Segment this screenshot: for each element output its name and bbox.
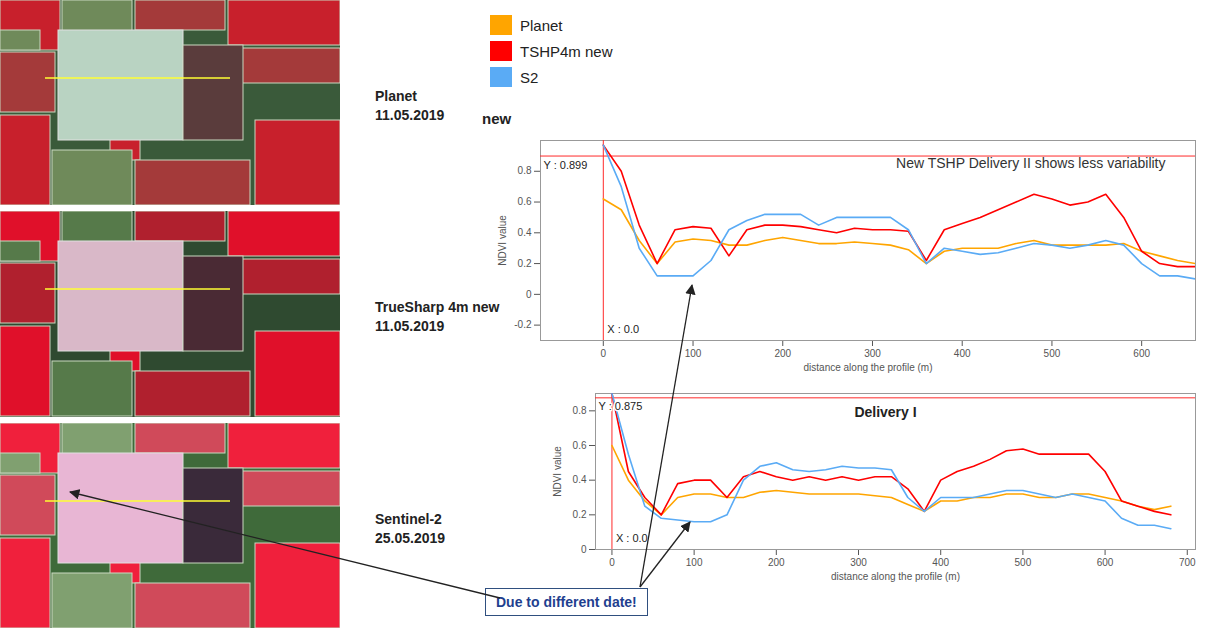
html-text:Planet: Planet <box>375 87 417 104</box>
svg-text:-0.2: -0.2 <box>514 319 532 330</box>
svg-text:400: 400 <box>932 557 949 568</box>
svg-text:Y : 0.899: Y : 0.899 <box>544 159 588 171</box>
svg-text:0.2: 0.2 <box>518 258 532 269</box>
html-text:25.05.2019: 25.05.2019 <box>375 529 446 546</box>
html-text:11.05.2019: 11.05.2019 <box>375 318 445 334</box>
svg-text:X : 0.0: X : 0.0 <box>607 323 639 335</box>
svg-text:distance along the profile (m): distance along the profile (m) <box>831 571 960 582</box>
svg-text:0.6: 0.6 <box>573 440 587 451</box>
svg-text:100: 100 <box>686 557 703 568</box>
svg-text:distance along the profile (m): distance along the profile (m) <box>804 362 933 373</box>
svg-text:NDVI value: NDVI value <box>497 215 508 266</box>
svg-text:0: 0 <box>526 289 532 300</box>
html-text:Planet: Planet <box>520 16 563 34</box>
svg-text:0: 0 <box>609 557 615 568</box>
svg-text:X : 0.0: X : 0.0 <box>616 532 648 544</box>
svg-text:New TSHP Delivery II shows les: New TSHP Delivery II shows less variabil… <box>896 155 1165 171</box>
svg-text:600: 600 <box>1097 557 1114 568</box>
svg-text:NDVI value: NDVI value <box>552 446 563 497</box>
svg-text:0: 0 <box>601 348 607 359</box>
html-text:Sentinel-2: Sentinel-2 <box>375 510 442 527</box>
svg-text:100: 100 <box>685 348 702 359</box>
svg-text:700: 700 <box>1179 557 1196 568</box>
html-text:Due to different date!: Due to different date! <box>496 594 637 610</box>
svg-text:300: 300 <box>864 348 881 359</box>
svg-text:0.6: 0.6 <box>518 196 532 207</box>
svg-text:400: 400 <box>954 348 971 359</box>
svg-text:300: 300 <box>850 557 867 568</box>
html-text:TSHP4m new: TSHP4m new <box>520 42 613 60</box>
svg-text:Y : 0.875: Y : 0.875 <box>599 400 643 412</box>
svg-text:0.4: 0.4 <box>518 227 532 238</box>
svg-text:0.4: 0.4 <box>573 474 587 485</box>
html-text:TrueSharp 4m new: TrueSharp 4m new <box>375 299 500 315</box>
svg-text:0.8: 0.8 <box>518 165 532 176</box>
html-text:new: new <box>482 110 512 127</box>
svg-text:600: 600 <box>1133 348 1150 359</box>
html-text:11.05.2019: 11.05.2019 <box>375 106 445 123</box>
html-text:S2: S2 <box>520 68 539 86</box>
svg-text:0.8: 0.8 <box>573 405 587 416</box>
svg-text:0: 0 <box>581 544 587 555</box>
svg-text:Delivery I: Delivery I <box>854 404 916 420</box>
svg-text:200: 200 <box>774 348 791 359</box>
svg-text:500: 500 <box>1015 557 1032 568</box>
svg-text:200: 200 <box>768 557 785 568</box>
svg-text:500: 500 <box>1044 348 1061 359</box>
svg-text:0.2: 0.2 <box>573 509 587 520</box>
